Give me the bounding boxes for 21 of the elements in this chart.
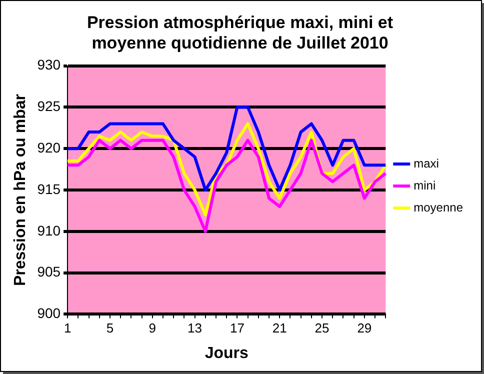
legend-label: maxi [414, 156, 439, 170]
y-tick-label: 930 [37, 56, 61, 73]
y-axis-title: Pression en hPa ou mbar [12, 94, 30, 286]
y-tick-label: 900 [37, 305, 61, 322]
y-tick-label: 905 [37, 264, 61, 280]
x-tick-label: 17 [230, 320, 244, 336]
x-tick-label: 9 [148, 320, 156, 336]
legend-label: mini [414, 178, 436, 192]
legend-label: moyenne [414, 200, 464, 214]
x-tick-label: 21 [272, 320, 287, 336]
x-axis-title: Jours [204, 344, 248, 362]
y-tick-label: 920 [37, 139, 61, 156]
x-tick-label: 25 [314, 320, 330, 336]
x-tick-label: 5 [106, 320, 114, 336]
x-tick-label: 13 [188, 320, 202, 336]
y-tick-label: 925 [37, 98, 61, 114]
y-tick-label: 915 [37, 180, 61, 197]
y-tick-label: 910 [37, 222, 61, 238]
x-tick-label: 1 [64, 320, 72, 336]
chart-title: Pression atmosphérique maxi, mini et moyenne quotidienne de Juillet 2010 [86, 12, 394, 52]
x-tick-label: 29 [357, 320, 372, 336]
